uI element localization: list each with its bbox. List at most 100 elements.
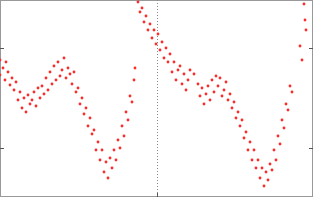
point: [147, 29, 150, 32]
point: [133, 79, 136, 82]
point: [61, 69, 64, 72]
point: [5, 61, 8, 64]
point: [185, 89, 188, 92]
point: [77, 87, 80, 90]
point: [39, 97, 42, 100]
point: [69, 73, 72, 76]
chart: [0, 0, 313, 197]
point: [265, 171, 268, 174]
point: [19, 91, 22, 94]
point: [251, 159, 254, 162]
point: [187, 79, 190, 82]
point: [235, 117, 238, 120]
point: [13, 89, 16, 92]
point: [113, 149, 116, 152]
point: [267, 179, 270, 182]
point: [109, 157, 112, 160]
point: [29, 103, 32, 106]
y-tick: [0, 48, 4, 49]
point: [221, 95, 224, 98]
point: [0, 59, 1, 62]
point: [273, 149, 276, 152]
point: [161, 41, 164, 44]
point: [103, 171, 106, 174]
point: [245, 131, 248, 134]
point: [259, 177, 262, 180]
point: [65, 77, 68, 80]
point: [139, 11, 142, 14]
point: [89, 117, 92, 120]
point: [289, 85, 292, 88]
plot-frame: [1, 1, 313, 197]
point: [183, 73, 186, 76]
point: [163, 57, 166, 60]
point: [105, 161, 108, 164]
point: [119, 147, 122, 150]
point: [23, 97, 26, 100]
point: [123, 135, 126, 138]
point: [225, 81, 228, 84]
point: [249, 141, 252, 144]
point: [71, 83, 74, 86]
point: [79, 103, 82, 106]
point: [177, 69, 180, 72]
points: [0, 1, 307, 188]
point: [243, 137, 246, 140]
point: [45, 77, 48, 80]
point: [275, 159, 278, 162]
point: [199, 95, 202, 98]
x-grid-line: [157, 0, 158, 197]
point: [11, 77, 14, 80]
point: [0, 74, 1, 77]
point: [269, 163, 272, 166]
point: [255, 167, 258, 170]
y-tick-right: [309, 48, 313, 49]
point: [47, 89, 50, 92]
point: [41, 85, 44, 88]
point: [261, 167, 264, 170]
point: [35, 105, 38, 108]
point: [131, 101, 134, 104]
point: [125, 111, 128, 114]
point: [173, 61, 176, 64]
point: [205, 93, 208, 96]
point: [239, 125, 242, 128]
x-tick: [157, 193, 158, 197]
point: [257, 159, 260, 162]
point: [279, 143, 282, 146]
point: [247, 149, 250, 152]
point: [231, 107, 234, 110]
point: [2, 67, 5, 70]
point: [85, 107, 88, 110]
point: [37, 87, 40, 90]
point: [4, 79, 7, 82]
point: [175, 79, 178, 82]
point: [115, 159, 118, 162]
y-tick: [0, 148, 4, 149]
point: [165, 47, 168, 50]
point: [253, 149, 256, 152]
point: [299, 45, 302, 48]
point: [219, 77, 222, 80]
point: [55, 79, 58, 82]
point: [203, 103, 206, 106]
point: [111, 167, 114, 170]
point: [57, 61, 60, 64]
point: [155, 43, 158, 46]
point: [117, 139, 120, 142]
point: [63, 57, 66, 60]
point: [169, 53, 172, 56]
point: [7, 71, 10, 74]
point: [53, 65, 56, 68]
point: [83, 113, 86, 116]
point: [137, 1, 140, 4]
point: [27, 94, 30, 97]
point: [217, 85, 220, 88]
point: [67, 67, 70, 70]
point: [209, 99, 212, 102]
point: [285, 103, 288, 106]
point: [215, 75, 218, 78]
point: [227, 99, 230, 102]
point: [207, 85, 210, 88]
point: [101, 149, 104, 152]
